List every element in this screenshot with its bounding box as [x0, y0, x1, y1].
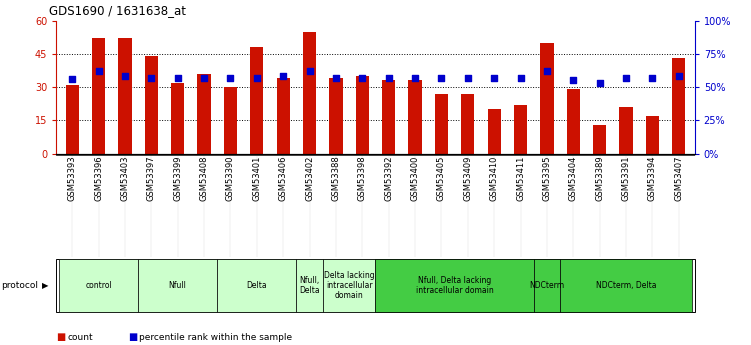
- Text: GSM53398: GSM53398: [357, 155, 366, 201]
- Bar: [461, 94, 475, 154]
- Text: GDS1690 / 1631638_at: GDS1690 / 1631638_at: [49, 4, 185, 17]
- Point: [620, 75, 632, 81]
- Point: [330, 75, 342, 81]
- Text: Delta lacking
intracellular
domain: Delta lacking intracellular domain: [324, 270, 375, 300]
- Text: ■: ■: [56, 332, 65, 342]
- Point: [647, 75, 659, 81]
- Bar: [65, 85, 79, 154]
- Text: Nfull,
Delta: Nfull, Delta: [299, 276, 320, 295]
- Bar: [534, 259, 560, 312]
- Text: percentile rank within the sample: percentile rank within the sample: [139, 333, 292, 342]
- Bar: [56, 259, 695, 312]
- Bar: [541, 43, 553, 154]
- Bar: [59, 259, 138, 312]
- Bar: [620, 107, 632, 154]
- Point: [66, 76, 78, 82]
- Text: GSM53408: GSM53408: [200, 155, 209, 201]
- Bar: [138, 259, 217, 312]
- Point: [356, 75, 368, 81]
- Text: GSM53403: GSM53403: [120, 155, 129, 201]
- Point: [488, 75, 500, 81]
- Bar: [376, 259, 534, 312]
- Text: GSM53410: GSM53410: [490, 155, 499, 201]
- Text: GSM53397: GSM53397: [146, 155, 155, 201]
- Text: protocol: protocol: [1, 281, 38, 290]
- Bar: [487, 109, 501, 154]
- Bar: [119, 38, 131, 154]
- Text: NDCterm, Delta: NDCterm, Delta: [596, 281, 656, 290]
- Bar: [323, 259, 376, 312]
- Text: GSM53406: GSM53406: [279, 155, 288, 201]
- Text: GSM53390: GSM53390: [226, 155, 235, 201]
- Bar: [92, 38, 105, 154]
- Bar: [382, 80, 395, 154]
- Text: GSM53407: GSM53407: [674, 155, 683, 201]
- Point: [673, 74, 685, 79]
- Bar: [198, 74, 210, 154]
- Bar: [593, 125, 606, 154]
- Point: [145, 75, 157, 81]
- Bar: [567, 89, 580, 154]
- Text: GSM53389: GSM53389: [596, 155, 605, 201]
- Text: GSM53402: GSM53402: [305, 155, 314, 201]
- Text: ■: ■: [128, 332, 137, 342]
- Bar: [646, 116, 659, 154]
- Bar: [514, 105, 527, 154]
- Bar: [356, 76, 369, 154]
- Bar: [217, 259, 297, 312]
- Text: GSM53399: GSM53399: [173, 155, 182, 201]
- Point: [567, 78, 579, 83]
- Point: [277, 74, 289, 79]
- Bar: [560, 259, 692, 312]
- Text: GSM53392: GSM53392: [385, 155, 394, 201]
- Point: [172, 75, 184, 81]
- Point: [383, 75, 395, 81]
- Bar: [224, 87, 237, 154]
- Bar: [297, 259, 323, 312]
- Bar: [303, 32, 316, 154]
- Text: GSM53396: GSM53396: [94, 155, 103, 201]
- Text: Delta: Delta: [246, 281, 267, 290]
- Text: Nfull, Delta lacking
intracellular domain: Nfull, Delta lacking intracellular domai…: [416, 276, 493, 295]
- Text: GSM53388: GSM53388: [331, 155, 340, 201]
- Text: count: count: [68, 333, 93, 342]
- Point: [251, 75, 263, 81]
- Text: GSM53395: GSM53395: [542, 155, 551, 201]
- Text: NDCterm: NDCterm: [529, 281, 565, 290]
- Text: GSM53409: GSM53409: [463, 155, 472, 201]
- Point: [225, 75, 237, 81]
- Text: control: control: [85, 281, 112, 290]
- Text: GSM53400: GSM53400: [411, 155, 420, 201]
- Point: [92, 68, 104, 74]
- Text: GSM53393: GSM53393: [68, 155, 77, 201]
- Point: [119, 74, 131, 79]
- Bar: [171, 83, 184, 154]
- Bar: [250, 47, 264, 154]
- Point: [594, 80, 606, 86]
- Point: [541, 68, 553, 74]
- Text: GSM53411: GSM53411: [516, 155, 525, 201]
- Text: GSM53401: GSM53401: [252, 155, 261, 201]
- Point: [198, 75, 210, 81]
- Bar: [409, 80, 421, 154]
- Point: [514, 75, 526, 81]
- Text: GSM53391: GSM53391: [622, 155, 631, 201]
- Bar: [276, 78, 290, 154]
- Point: [409, 75, 421, 81]
- Text: GSM53404: GSM53404: [569, 155, 578, 201]
- Bar: [145, 56, 158, 154]
- Point: [303, 68, 315, 74]
- Text: GSM53405: GSM53405: [437, 155, 446, 201]
- Text: GSM53394: GSM53394: [648, 155, 657, 201]
- Point: [436, 75, 448, 81]
- Text: Nfull: Nfull: [169, 281, 186, 290]
- Point: [462, 75, 474, 81]
- Bar: [672, 58, 686, 154]
- Bar: [435, 94, 448, 154]
- Bar: [330, 78, 342, 154]
- Text: ▶: ▶: [42, 281, 49, 290]
